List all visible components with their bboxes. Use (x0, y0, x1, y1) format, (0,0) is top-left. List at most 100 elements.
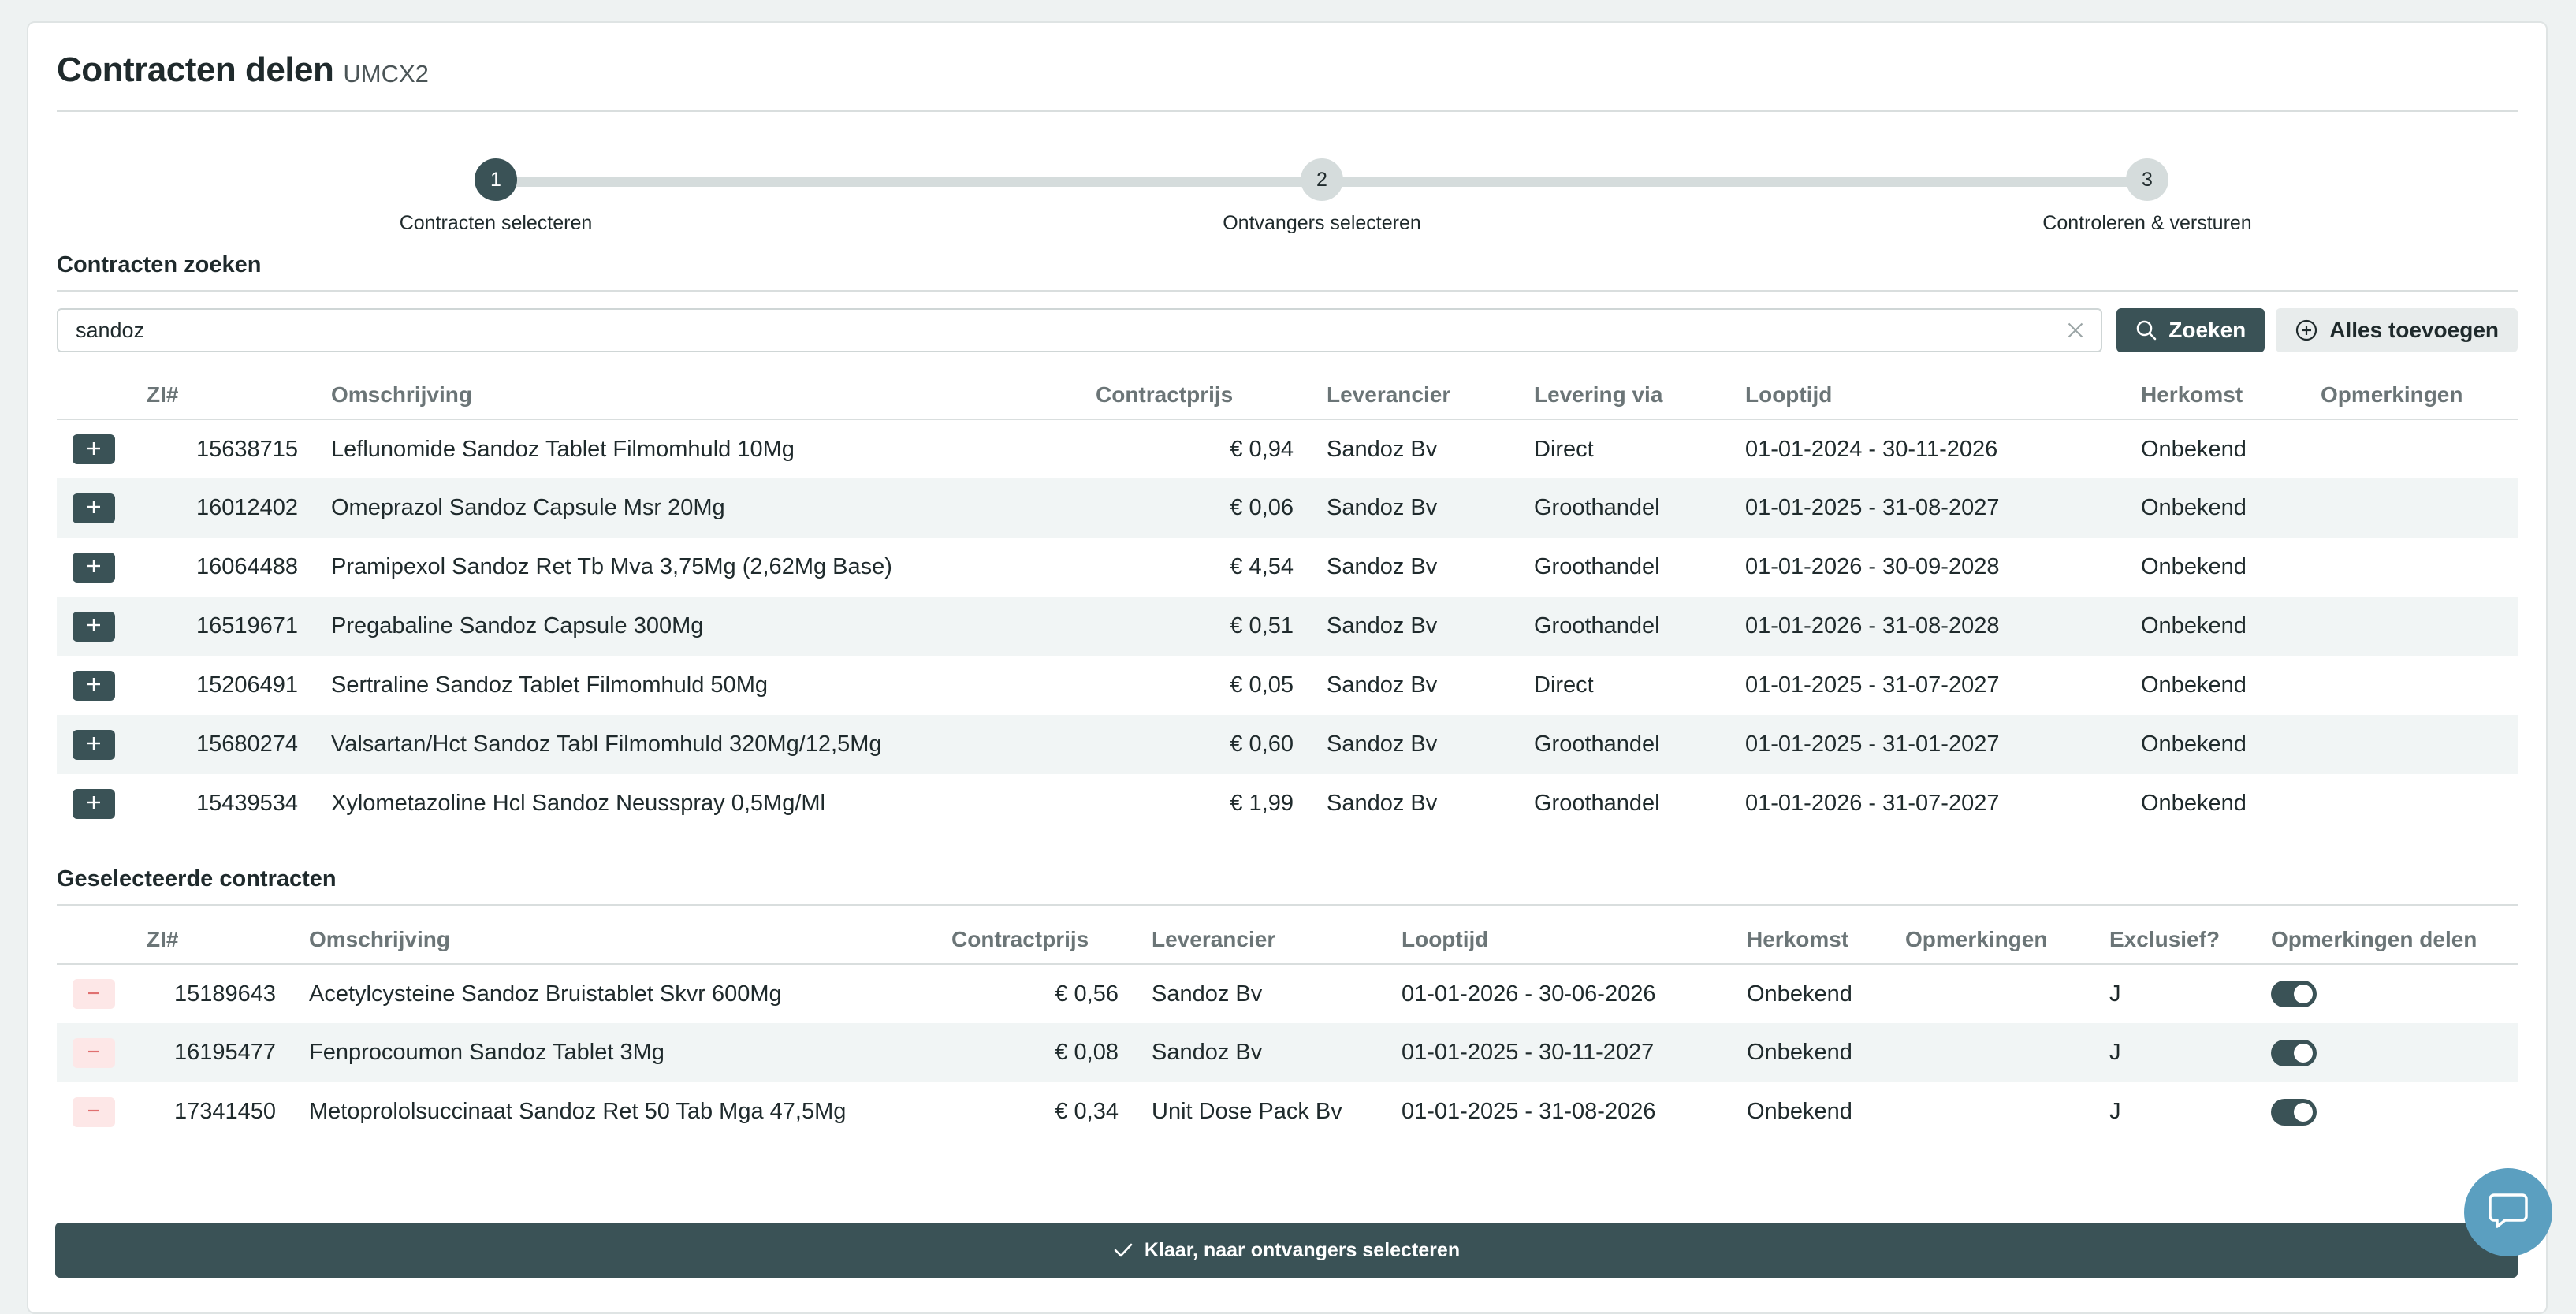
plus-icon (84, 734, 103, 755)
cell-price: € 0,34 (1055, 1099, 1119, 1124)
page-title: Contracten delen (57, 50, 334, 89)
col-remarks[interactable]: Opmerkingen (2321, 361, 2518, 420)
toggle-knob (2294, 1102, 2313, 1122)
col-period[interactable]: Looptijd (1745, 361, 2141, 420)
remove-contract-button[interactable] (73, 1096, 115, 1127)
finish-button[interactable]: Klaar, naar ontvangers selecteren (55, 1223, 2518, 1278)
col-price[interactable]: Contractprijs (951, 906, 1152, 965)
plus-icon (84, 556, 103, 578)
cell-zi: 15439534 (195, 791, 298, 816)
col-supplier[interactable]: Leverancier (1327, 361, 1534, 420)
chat-button[interactable] (2464, 1168, 2552, 1256)
add-contract-button[interactable] (73, 670, 115, 701)
col-zi[interactable]: ZI# (147, 361, 331, 420)
cell-description: Acetylcysteine Sandoz Bruistablet Skvr 6… (309, 981, 782, 1007)
cell-description: Pramipexol Sandoz Ret Tb Mva 3,75Mg (2,6… (331, 554, 892, 579)
cell-origin: Onbekend (2141, 672, 2247, 698)
col-remarks[interactable]: Opmerkingen (1905, 906, 2109, 965)
cell-exclusive: J (2109, 1023, 2271, 1082)
col-description[interactable]: Omschrijving (331, 361, 1096, 420)
add-contract-button[interactable] (73, 611, 115, 642)
cell-description: Leflunomide Sandoz Tablet Filmomhuld 10M… (331, 436, 795, 462)
table-row: 16064488 Pramipexol Sandoz Ret Tb Mva 3,7… (57, 538, 2518, 597)
table-row: 16195477 Fenprocoumon Sandoz Tablet 3Mg € … (57, 1023, 2518, 1082)
action-cell (57, 964, 147, 1023)
remove-contract-button[interactable] (73, 1037, 115, 1068)
add-contract-button[interactable] (73, 552, 115, 583)
add-all-label: Alles toevoegen (2329, 318, 2499, 342)
add-contract-button[interactable] (73, 493, 115, 523)
share-remarks-toggle[interactable] (2271, 1039, 2317, 1066)
step-number: 3 (2126, 158, 2168, 201)
col-supplier[interactable]: Leverancier (1152, 906, 1402, 965)
share-remarks-toggle[interactable] (2271, 1098, 2317, 1126)
clear-icon[interactable] (2064, 319, 2086, 341)
col-price[interactable]: Contractprijs (1096, 361, 1327, 420)
col-origin[interactable]: Herkomst (1747, 906, 1905, 965)
col-exclusive[interactable]: Exclusief? (2109, 906, 2271, 965)
add-contract-button[interactable] (73, 729, 115, 760)
col-period[interactable]: Looptijd (1402, 906, 1747, 965)
cell-remarks (1905, 1082, 2109, 1141)
step-connector (1327, 177, 2142, 187)
search-button-label: Zoeken (2168, 318, 2247, 342)
search-input[interactable] (76, 318, 2065, 343)
action-cell (57, 656, 147, 715)
cell-zi: 16012402 (147, 478, 331, 538)
results-table: ZI# Omschrijving Contractprijs Leveranci… (57, 361, 2518, 833)
step-label: Controleren & versturen (2042, 212, 2252, 234)
action-cell (57, 1023, 147, 1082)
cell-delivery: Groothandel (1534, 478, 1745, 538)
minus-icon (84, 1042, 103, 1063)
cell-delivery: Groothandel (1534, 554, 1660, 579)
cell-period: 01-01-2024 - 30-11-2026 (1745, 436, 1998, 462)
cell-origin: Onbekend (1747, 981, 1852, 1007)
selected-section-title: Geselecteerde contracten (57, 865, 2518, 906)
step-1[interactable]: 1 Contracten selecteren (338, 158, 653, 235)
check-icon (1113, 1241, 1134, 1259)
plus-icon (84, 675, 103, 696)
toggle-knob (2294, 985, 2313, 1003)
col-origin[interactable]: Herkomst (2141, 361, 2321, 420)
remove-contract-button[interactable] (73, 979, 115, 1009)
table-row: 15638715 Leflunomide Sandoz Tablet Filmom… (57, 419, 2518, 478)
step-3[interactable]: 3 Controleren & versturen (1990, 158, 2305, 235)
table-row: 15439534 Xylometazoline Hcl Sandoz Neussp… (57, 774, 2518, 833)
cell-price: € 0,08 (951, 1023, 1152, 1082)
cell-description: Omeprazol Sandoz Capsule Msr 20Mg (331, 478, 1096, 538)
cell-description: Metoprololsuccinaat Sandoz Ret 50 Tab Mg… (309, 1099, 847, 1124)
selected-header-row: ZI# Omschrijving Contractprijs Leveranci… (57, 906, 2518, 965)
cell-exclusive: J (2109, 1099, 2121, 1124)
add-contract-button[interactable] (73, 788, 115, 819)
step-connector (501, 177, 1316, 187)
plus-icon (84, 497, 103, 519)
cell-description: Valsartan/Hct Sandoz Tabl Filmomhuld 320… (331, 715, 1096, 774)
cell-period: 01-01-2025 - 30-11-2027 (1402, 1023, 1747, 1082)
action-cell (57, 538, 147, 597)
cell-description: Fenprocoumon Sandoz Tablet 3Mg (309, 1023, 951, 1082)
col-description[interactable]: Omschrijving (309, 906, 951, 965)
search-bar: Zoeken Alles toevoegen (57, 307, 2518, 353)
cell-origin: Onbekend (1747, 1099, 1852, 1124)
step-number: 2 (1301, 158, 1343, 201)
plus-icon (84, 616, 103, 637)
cell-supplier: Sandoz Bv (1327, 436, 1438, 462)
cell-period: 01-01-2026 - 31-07-2027 (1745, 791, 2000, 816)
add-contract-button[interactable] (73, 434, 115, 464)
cell-delivery: Direct (1534, 436, 1594, 462)
plus-icon (84, 793, 103, 814)
cell-delivery: Groothandel (1534, 791, 1660, 816)
cell-share-remarks (2271, 964, 2518, 1023)
cell-supplier: Sandoz Bv (1327, 672, 1438, 698)
share-remarks-toggle[interactable] (2271, 981, 2317, 1007)
action-cell (57, 715, 147, 774)
cell-zi: 16195477 (147, 1023, 309, 1082)
search-button[interactable]: Zoeken (2116, 308, 2265, 352)
table-row: 17341450 Metoprololsuccinaat Sandoz Ret 5… (57, 1082, 2518, 1141)
col-delivery[interactable]: Levering via (1534, 361, 1745, 420)
step-2[interactable]: 2 Ontvangers selecteren (1164, 158, 1480, 235)
col-share-remarks[interactable]: Opmerkingen delen (2271, 906, 2518, 965)
add-all-button[interactable]: Alles toevoegen (2276, 308, 2518, 352)
cell-supplier: Sandoz Bv (1152, 981, 1263, 1007)
col-zi[interactable]: ZI# (147, 906, 309, 965)
